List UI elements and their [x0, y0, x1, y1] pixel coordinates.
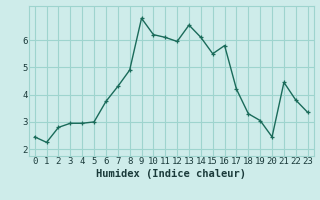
X-axis label: Humidex (Indice chaleur): Humidex (Indice chaleur) — [96, 169, 246, 179]
